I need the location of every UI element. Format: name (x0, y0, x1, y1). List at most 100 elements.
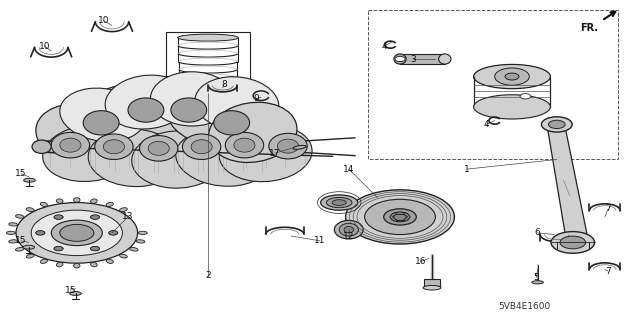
Ellipse shape (423, 286, 441, 290)
Circle shape (365, 199, 435, 234)
Ellipse shape (269, 133, 307, 159)
Circle shape (16, 203, 138, 263)
Ellipse shape (234, 138, 255, 152)
Ellipse shape (36, 104, 124, 164)
Ellipse shape (132, 131, 224, 188)
Ellipse shape (195, 77, 279, 130)
Ellipse shape (394, 54, 406, 64)
Ellipse shape (88, 129, 180, 187)
Ellipse shape (83, 111, 119, 135)
Text: 14: 14 (343, 165, 355, 174)
Text: 7: 7 (605, 267, 611, 276)
Ellipse shape (332, 200, 346, 205)
Ellipse shape (9, 223, 17, 226)
Circle shape (36, 231, 45, 235)
Ellipse shape (56, 263, 63, 267)
Ellipse shape (120, 208, 127, 211)
Ellipse shape (40, 259, 47, 263)
Text: 13: 13 (122, 212, 134, 221)
Ellipse shape (150, 72, 234, 126)
Text: 16: 16 (415, 257, 427, 266)
Ellipse shape (105, 75, 189, 129)
Bar (166, 32, 250, 91)
Text: 5VB4E1600: 5VB4E1600 (499, 302, 551, 311)
Ellipse shape (26, 208, 34, 211)
Ellipse shape (91, 263, 97, 267)
Ellipse shape (474, 95, 550, 119)
Ellipse shape (91, 215, 100, 219)
Ellipse shape (15, 215, 24, 218)
Text: 4: 4 (484, 120, 489, 129)
Ellipse shape (171, 98, 207, 122)
Text: 17: 17 (269, 149, 281, 158)
Text: 11: 11 (314, 236, 326, 245)
Ellipse shape (293, 145, 306, 149)
Ellipse shape (24, 178, 35, 182)
Circle shape (109, 231, 118, 235)
Ellipse shape (138, 231, 147, 234)
Ellipse shape (321, 195, 358, 210)
Circle shape (548, 120, 565, 129)
Ellipse shape (532, 281, 543, 284)
Text: 12: 12 (343, 232, 355, 241)
Ellipse shape (36, 231, 45, 235)
Ellipse shape (91, 199, 97, 203)
Ellipse shape (74, 198, 80, 202)
Text: 15: 15 (15, 236, 27, 245)
Ellipse shape (191, 140, 212, 154)
Ellipse shape (54, 215, 63, 219)
Circle shape (390, 212, 410, 222)
Text: 4: 4 (381, 42, 387, 51)
Text: 2: 2 (205, 271, 211, 280)
Ellipse shape (54, 247, 63, 250)
Ellipse shape (43, 125, 136, 182)
Text: 9: 9 (253, 94, 259, 103)
Ellipse shape (15, 248, 24, 251)
Ellipse shape (176, 130, 269, 186)
Ellipse shape (23, 245, 35, 249)
Ellipse shape (106, 202, 113, 206)
Ellipse shape (148, 141, 169, 155)
Ellipse shape (167, 85, 255, 145)
Ellipse shape (335, 220, 364, 239)
Ellipse shape (474, 64, 550, 89)
Ellipse shape (225, 132, 264, 158)
Circle shape (560, 236, 586, 249)
Ellipse shape (109, 231, 118, 235)
Ellipse shape (339, 223, 358, 236)
Circle shape (346, 190, 454, 244)
Circle shape (541, 117, 572, 132)
Ellipse shape (6, 231, 15, 234)
Circle shape (91, 215, 100, 219)
Ellipse shape (209, 102, 297, 162)
Text: 10: 10 (98, 16, 109, 25)
Ellipse shape (40, 202, 47, 206)
Circle shape (384, 209, 417, 225)
Ellipse shape (438, 54, 451, 64)
Text: 5: 5 (534, 273, 539, 282)
Polygon shape (548, 130, 587, 234)
Circle shape (91, 246, 100, 251)
Ellipse shape (182, 134, 221, 160)
Ellipse shape (32, 140, 51, 153)
Ellipse shape (326, 197, 352, 208)
Ellipse shape (344, 226, 354, 233)
Ellipse shape (136, 240, 145, 243)
Bar (368, 10, 618, 159)
Ellipse shape (74, 263, 80, 268)
Bar (400, 54, 445, 64)
Ellipse shape (81, 85, 169, 145)
Ellipse shape (120, 254, 127, 258)
Ellipse shape (91, 247, 100, 250)
Ellipse shape (128, 98, 164, 122)
Circle shape (495, 68, 529, 85)
Circle shape (505, 73, 519, 80)
Ellipse shape (130, 248, 138, 251)
Ellipse shape (278, 139, 298, 153)
Ellipse shape (56, 199, 63, 203)
Ellipse shape (60, 138, 81, 152)
Ellipse shape (70, 292, 81, 295)
Ellipse shape (9, 240, 17, 243)
Text: 1: 1 (465, 165, 470, 174)
Ellipse shape (178, 82, 238, 89)
